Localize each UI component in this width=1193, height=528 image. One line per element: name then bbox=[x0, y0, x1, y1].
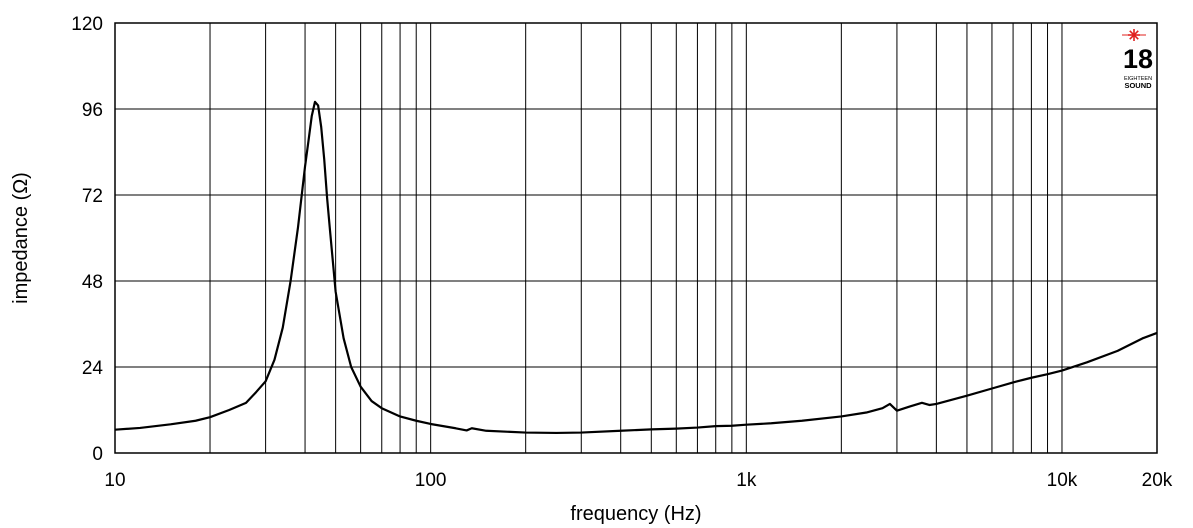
grid-lines bbox=[115, 23, 1157, 453]
x-axis-label: frequency (Hz) bbox=[570, 503, 701, 525]
impedance-curve bbox=[114, 100, 1158, 435]
logo-line1: EIGHTEEN bbox=[1124, 76, 1152, 82]
logo-number: 18 bbox=[1123, 44, 1153, 74]
x-tick-label: 100 bbox=[415, 470, 447, 491]
y-tick-label: 72 bbox=[82, 186, 103, 207]
brand-logo: 18 EIGHTEEN SOUND bbox=[1122, 29, 1153, 90]
x-tick-labels: 10 100 1k 10k 20k bbox=[104, 470, 1172, 491]
y-axis-label: impedance (Ω) bbox=[10, 172, 32, 304]
star-icon bbox=[1122, 29, 1146, 41]
y-tick-label: 0 bbox=[92, 444, 103, 465]
x-tick-label: 10k bbox=[1047, 470, 1078, 491]
y-tick-label: 96 bbox=[82, 100, 103, 121]
y-tick-label: 120 bbox=[71, 14, 103, 35]
y-tick-label: 24 bbox=[82, 358, 104, 379]
y-tick-label: 48 bbox=[82, 272, 103, 293]
x-tick-label: 1k bbox=[736, 470, 757, 491]
plot-frame bbox=[114, 22, 1158, 454]
y-tick-labels: 0 24 48 72 96 120 bbox=[71, 14, 103, 465]
x-tick-label: 20k bbox=[1142, 470, 1173, 491]
x-tick-label: 10 bbox=[104, 470, 125, 491]
logo-line2: SOUND bbox=[1124, 81, 1152, 90]
